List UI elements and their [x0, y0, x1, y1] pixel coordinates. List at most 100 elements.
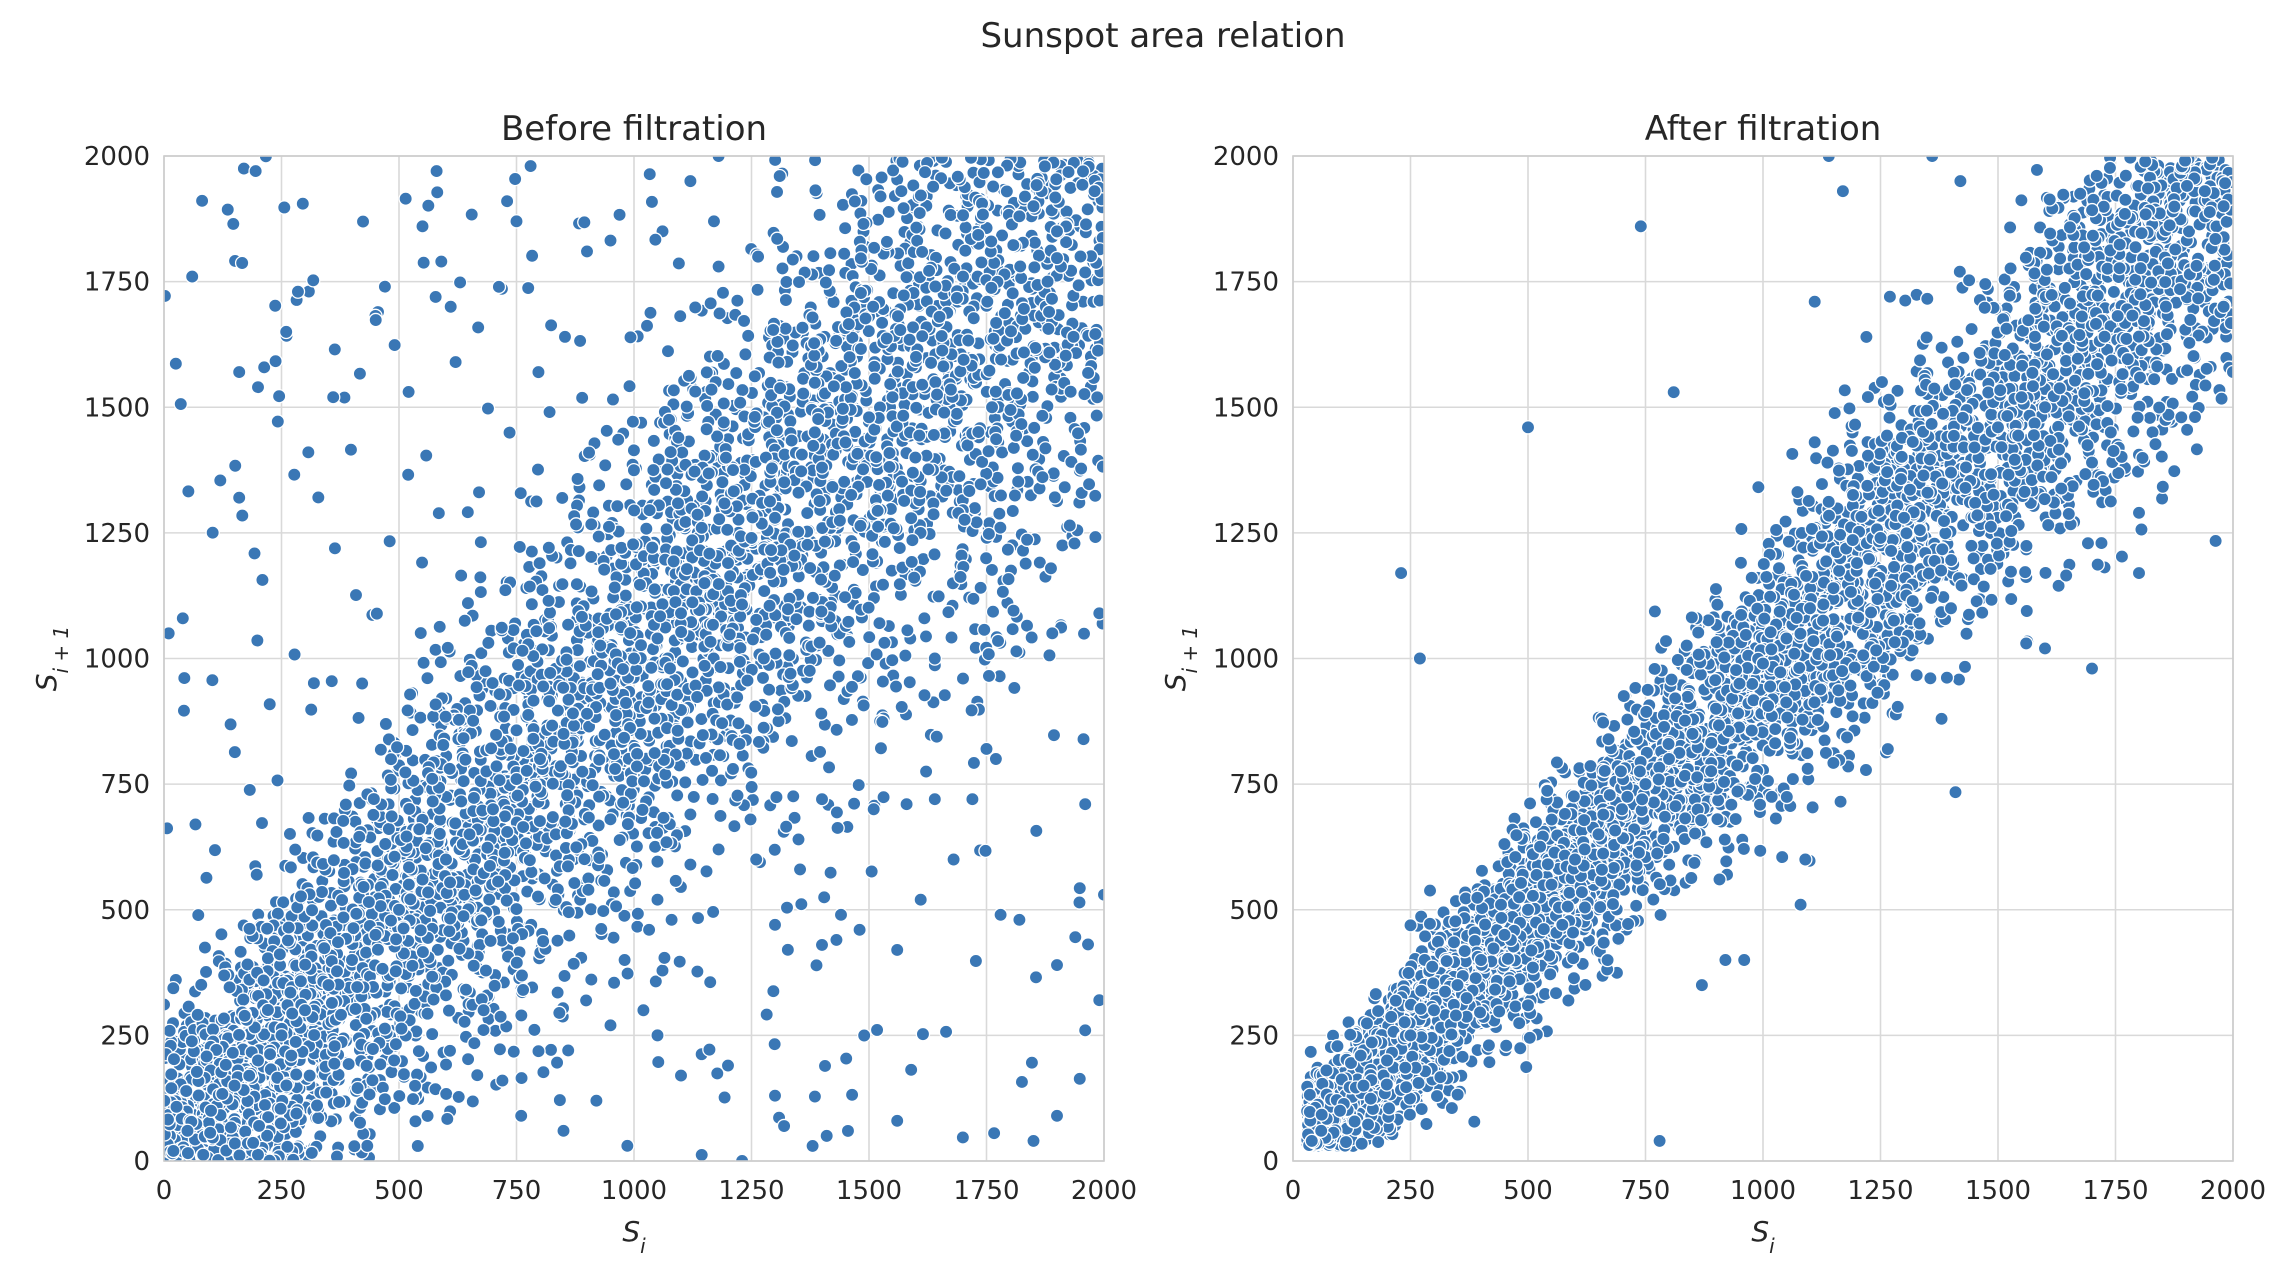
scatter-point — [943, 382, 959, 397]
scatter-point — [503, 741, 518, 757]
scatter-point — [1025, 389, 1041, 405]
scatter-point — [566, 956, 581, 972]
scatter-point — [733, 640, 748, 656]
scatter-point — [509, 901, 524, 917]
scatter-point — [805, 590, 821, 606]
scatter-point — [870, 519, 886, 534]
scatter-point — [844, 1087, 860, 1103]
scatter-point — [288, 1034, 304, 1050]
scatter-point — [669, 788, 685, 803]
scatter-point — [452, 275, 468, 290]
scatter-point — [282, 826, 298, 842]
scatter-point — [571, 543, 587, 559]
scatter-point — [980, 294, 995, 309]
scatter-point — [383, 751, 399, 767]
scatter-point — [279, 1078, 294, 1093]
scatter-point — [685, 665, 700, 680]
scatter-point — [902, 332, 917, 347]
scatter-point — [520, 280, 536, 296]
scatter-point — [727, 818, 742, 834]
scatter-point — [860, 655, 876, 671]
scatter-point — [683, 173, 698, 189]
scatter-point — [358, 856, 373, 871]
scatter-point — [958, 243, 973, 258]
scatter-point — [164, 288, 173, 304]
scatter-point — [879, 331, 894, 346]
scatter-point — [619, 477, 634, 492]
scatter-point — [389, 739, 405, 755]
scatter-point — [596, 562, 612, 577]
scatter-point — [387, 849, 402, 864]
scatter-point — [593, 921, 609, 937]
scatter-point — [785, 338, 801, 353]
scatter-point — [542, 404, 557, 420]
scatter-point — [428, 289, 443, 305]
scatter-point — [554, 490, 570, 506]
scatter-point — [383, 772, 399, 788]
scatter-point — [242, 921, 257, 937]
scatter-point — [812, 635, 827, 650]
scatter-point — [646, 482, 662, 498]
scatter-point — [498, 582, 513, 598]
scatter-point — [671, 256, 687, 271]
scatter-point — [717, 1090, 732, 1105]
scatter-point — [260, 1002, 276, 1018]
scatter-point — [581, 882, 596, 898]
scatter-point — [457, 613, 472, 629]
scatter-point — [620, 816, 636, 832]
scatter-point — [522, 852, 538, 868]
scatter-point — [273, 1116, 289, 1131]
scatter-point — [1049, 172, 1064, 187]
scatter-point — [928, 279, 943, 294]
scatter-point — [333, 1007, 349, 1023]
scatter-point — [1006, 440, 1022, 456]
scatter-point — [592, 850, 607, 866]
scatter-point — [1035, 408, 1050, 424]
scatter-point — [825, 479, 840, 495]
scatter-point — [993, 907, 1008, 923]
scatter-point — [451, 1089, 466, 1105]
scatter-point — [415, 944, 431, 960]
scatter-point — [382, 534, 397, 549]
scatter-point — [190, 1007, 205, 1023]
scatter-point — [250, 633, 265, 648]
scatter-point — [866, 240, 882, 256]
scatter-point — [629, 839, 645, 854]
scatter-point — [853, 251, 869, 266]
scatter-point — [531, 1043, 546, 1059]
scatter-point — [978, 550, 994, 566]
scatter-point — [681, 368, 697, 384]
scatter-point — [835, 401, 851, 417]
scatter-point — [575, 764, 590, 779]
scatter-point — [769, 231, 785, 247]
scatter-point — [988, 384, 1004, 399]
scatter-point — [532, 813, 548, 829]
scatter-point — [524, 864, 539, 880]
scatter-point — [1027, 260, 1042, 275]
scatter-point — [618, 695, 634, 711]
scatter-point — [656, 810, 671, 826]
scatter-point — [625, 537, 641, 552]
scatter-point — [465, 1094, 481, 1109]
scatter-point — [306, 675, 322, 691]
scatter-point — [222, 980, 237, 995]
scatter-point — [833, 907, 849, 923]
scatter-point — [712, 747, 728, 763]
scatter-point — [474, 645, 489, 661]
scatter-point — [779, 274, 794, 290]
scatter-point — [283, 985, 298, 1000]
scatter-point — [668, 873, 683, 889]
scatter-point — [480, 401, 496, 416]
scatter-point — [704, 382, 719, 397]
scatter-point — [608, 707, 624, 723]
scatter-point — [912, 428, 927, 443]
scatter-point — [1027, 360, 1043, 376]
scatter-point — [867, 371, 882, 386]
scatter-point — [231, 364, 247, 380]
scatter-point — [403, 892, 418, 907]
scatter-point — [965, 791, 980, 807]
scatter-point — [670, 723, 685, 738]
scatter-point — [747, 369, 763, 384]
scatter-point — [718, 450, 734, 465]
scatter-point — [302, 1068, 317, 1083]
